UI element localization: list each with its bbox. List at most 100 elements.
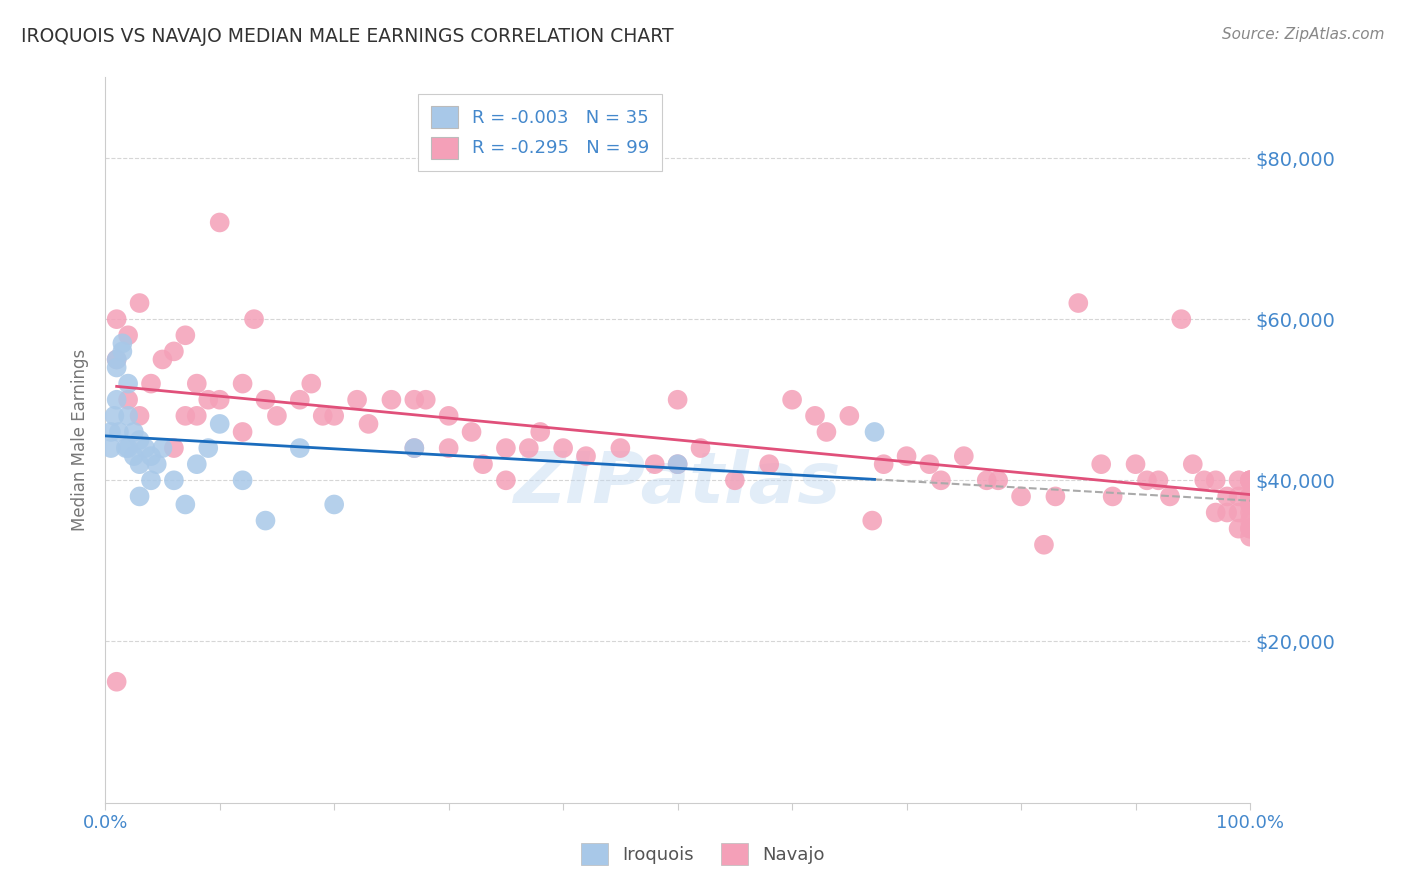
Point xyxy=(323,498,346,512)
Point xyxy=(111,336,134,351)
Point xyxy=(117,409,139,423)
Point xyxy=(139,473,162,487)
Point xyxy=(1067,296,1090,310)
Point xyxy=(232,425,254,439)
Point xyxy=(232,473,254,487)
Point xyxy=(437,441,460,455)
Point xyxy=(163,473,186,487)
Point xyxy=(666,457,689,471)
Point xyxy=(299,376,322,391)
Point xyxy=(100,441,122,455)
Point xyxy=(145,457,167,471)
Point xyxy=(288,441,311,455)
Point xyxy=(838,409,860,423)
Point xyxy=(1216,506,1239,520)
Point xyxy=(860,514,883,528)
Point xyxy=(1239,490,1261,504)
Point xyxy=(117,392,139,407)
Point xyxy=(1227,473,1250,487)
Point xyxy=(666,392,689,407)
Point xyxy=(105,352,128,367)
Point xyxy=(346,392,368,407)
Point xyxy=(1136,473,1159,487)
Point xyxy=(724,473,747,487)
Point xyxy=(105,352,128,367)
Point xyxy=(186,409,208,423)
Legend: R = -0.003   N = 35, R = -0.295   N = 99: R = -0.003 N = 35, R = -0.295 N = 99 xyxy=(418,94,662,171)
Point xyxy=(1147,473,1170,487)
Point xyxy=(758,457,780,471)
Point xyxy=(1239,530,1261,544)
Point xyxy=(1239,490,1261,504)
Point xyxy=(312,409,335,423)
Point xyxy=(1239,522,1261,536)
Point xyxy=(873,457,896,471)
Point xyxy=(1045,490,1067,504)
Point xyxy=(1239,490,1261,504)
Point xyxy=(1239,490,1261,504)
Point xyxy=(1239,514,1261,528)
Point xyxy=(804,409,827,423)
Point xyxy=(186,376,208,391)
Point xyxy=(1101,490,1123,504)
Point xyxy=(1239,498,1261,512)
Point xyxy=(100,425,122,439)
Point xyxy=(254,514,277,528)
Point xyxy=(1227,490,1250,504)
Point xyxy=(815,425,838,439)
Point xyxy=(208,392,231,407)
Point xyxy=(987,473,1010,487)
Point xyxy=(122,425,145,439)
Point xyxy=(174,498,197,512)
Point xyxy=(553,441,575,455)
Point xyxy=(517,441,540,455)
Point xyxy=(128,409,150,423)
Point xyxy=(1125,457,1147,471)
Point xyxy=(644,457,666,471)
Point xyxy=(208,417,231,431)
Point xyxy=(163,441,186,455)
Point xyxy=(357,417,380,431)
Point xyxy=(122,449,145,463)
Point xyxy=(609,441,631,455)
Point xyxy=(128,490,150,504)
Point xyxy=(953,449,976,463)
Point xyxy=(105,312,128,326)
Point xyxy=(1192,473,1215,487)
Point xyxy=(254,392,277,407)
Point xyxy=(174,328,197,343)
Point xyxy=(1239,473,1261,487)
Point xyxy=(1010,490,1032,504)
Point xyxy=(472,457,495,471)
Point xyxy=(575,449,598,463)
Point xyxy=(404,392,426,407)
Point xyxy=(976,473,998,487)
Point xyxy=(128,296,150,310)
Point xyxy=(128,433,150,447)
Point xyxy=(1239,473,1261,487)
Point xyxy=(495,441,517,455)
Point xyxy=(208,215,231,229)
Point xyxy=(232,376,254,391)
Point xyxy=(689,441,711,455)
Point xyxy=(1239,473,1261,487)
Point xyxy=(404,441,426,455)
Point xyxy=(529,425,551,439)
Point xyxy=(1205,506,1227,520)
Point xyxy=(929,473,952,487)
Legend: Iroquois, Navajo: Iroquois, Navajo xyxy=(572,834,834,874)
Point xyxy=(243,312,266,326)
Point xyxy=(117,441,139,455)
Point xyxy=(174,409,197,423)
Point xyxy=(1239,473,1261,487)
Point xyxy=(323,409,346,423)
Point xyxy=(139,449,162,463)
Point xyxy=(896,449,918,463)
Point xyxy=(666,457,689,471)
Point xyxy=(863,425,886,439)
Point xyxy=(197,441,219,455)
Point xyxy=(1227,506,1250,520)
Text: IROQUOIS VS NAVAJO MEDIAN MALE EARNINGS CORRELATION CHART: IROQUOIS VS NAVAJO MEDIAN MALE EARNINGS … xyxy=(21,27,673,45)
Point xyxy=(404,441,426,455)
Point xyxy=(1216,490,1239,504)
